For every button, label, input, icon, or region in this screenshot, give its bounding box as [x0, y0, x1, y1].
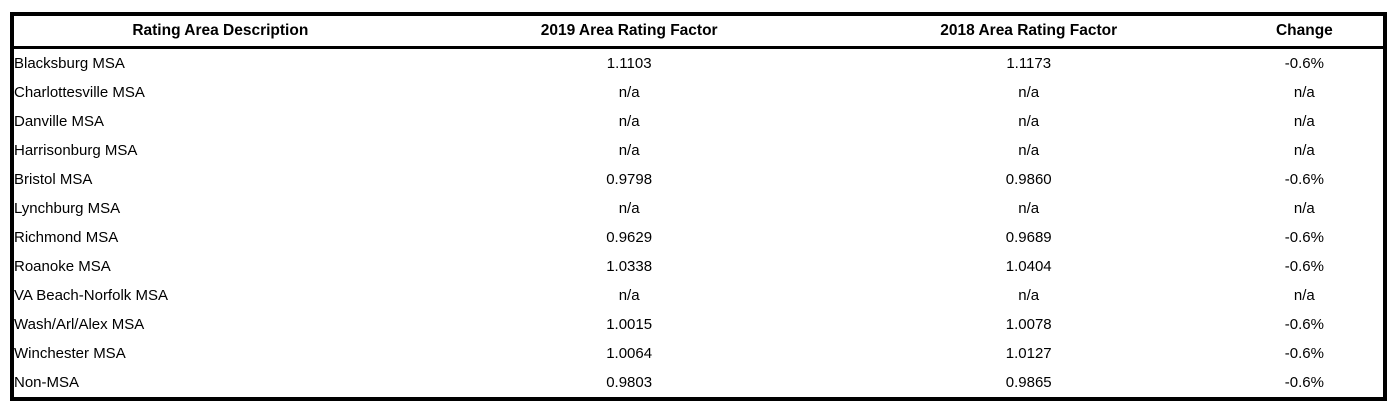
- cell-rating-area-description: Bristol MSA: [14, 171, 93, 188]
- cell-2018-area-rating-factor: n/a: [1018, 142, 1040, 159]
- table-row: Harrisonburg MSA n/a n/a n/a: [12, 136, 1385, 165]
- header-rating-area-description: Rating Area Description: [12, 14, 427, 49]
- cell-rating-area-description: Wash/Arl/Alex MSA: [14, 316, 145, 333]
- cell-change: -0.6%: [1284, 55, 1324, 72]
- cell-2019-area-rating-factor: 0.9803: [606, 374, 653, 391]
- table-row: Roanoke MSA 1.0338 1.0404 -0.6%: [12, 252, 1385, 281]
- table-row: VA Beach-Norfolk MSA n/a n/a n/a: [12, 281, 1385, 310]
- table-row: Richmond MSA 0.9629 0.9689 -0.6%: [12, 223, 1385, 252]
- cell-2019-area-rating-factor: n/a: [618, 200, 640, 217]
- table-body: Blacksburg MSA 1.1103 1.1173 -0.6% Charlotte…: [12, 48, 1385, 400]
- cell-rating-area-description: Lynchburg MSA: [14, 200, 121, 217]
- cell-2018-area-rating-factor: 0.9860: [1005, 171, 1052, 188]
- cell-change: -0.6%: [1284, 345, 1324, 362]
- area-rating-factor-table: Rating Area Description 2019 Area Rating…: [10, 12, 1387, 401]
- cell-2018-area-rating-factor: 0.9689: [1005, 229, 1052, 246]
- table-row: Bristol MSA 0.9798 0.9860 -0.6%: [12, 165, 1385, 194]
- table-row: Wash/Arl/Alex MSA 1.0015 1.0078 -0.6%: [12, 310, 1385, 339]
- cell-2018-area-rating-factor: n/a: [1018, 200, 1040, 217]
- table-row: Non-MSA 0.9803 0.9865 -0.6%: [12, 368, 1385, 399]
- cell-change: -0.6%: [1284, 171, 1324, 188]
- cell-change: n/a: [1293, 287, 1315, 304]
- page: Rating Area Description 2019 Area Rating…: [0, 12, 1397, 417]
- cell-2018-area-rating-factor: 1.0404: [1005, 258, 1052, 275]
- cell-rating-area-description: Harrisonburg MSA: [14, 142, 138, 159]
- cell-rating-area-description: Richmond MSA: [14, 229, 119, 246]
- header-2018-area-rating-factor: 2018 Area Rating Factor: [831, 14, 1226, 49]
- cell-rating-area-description: Blacksburg MSA: [14, 55, 125, 72]
- header-row: Rating Area Description 2019 Area Rating…: [12, 14, 1385, 49]
- table-row: Danville MSA n/a n/a n/a: [12, 107, 1385, 136]
- cell-2019-area-rating-factor: 0.9798: [606, 171, 653, 188]
- table-row: Winchester MSA 1.0064 1.0127 -0.6%: [12, 339, 1385, 368]
- cell-2018-area-rating-factor: n/a: [1018, 113, 1040, 130]
- cell-2019-area-rating-factor: n/a: [618, 84, 640, 101]
- cell-2019-area-rating-factor: 1.0015: [606, 316, 653, 333]
- cell-rating-area-description: Charlottesville MSA: [14, 84, 145, 101]
- cell-2019-area-rating-factor: n/a: [618, 142, 640, 159]
- cell-change: n/a: [1293, 113, 1315, 130]
- cell-2019-area-rating-factor: 1.1103: [606, 55, 652, 72]
- table-row: Charlottesville MSA n/a n/a n/a: [12, 78, 1385, 107]
- cell-change: -0.6%: [1284, 374, 1324, 391]
- cell-2019-area-rating-factor: 0.9629: [606, 229, 653, 246]
- cell-2019-area-rating-factor: 1.0338: [606, 258, 653, 275]
- cell-2018-area-rating-factor: 0.9865: [1005, 374, 1052, 391]
- cell-2018-area-rating-factor: n/a: [1018, 287, 1040, 304]
- cell-2019-area-rating-factor: 1.0064: [606, 345, 653, 362]
- cell-change: n/a: [1293, 142, 1315, 159]
- table-row: Blacksburg MSA 1.1103 1.1173 -0.6%: [12, 48, 1385, 79]
- table-row: Lynchburg MSA n/a n/a n/a: [12, 194, 1385, 223]
- header-2019-area-rating-factor: 2019 Area Rating Factor: [426, 14, 832, 49]
- cell-change: n/a: [1293, 200, 1315, 217]
- cell-change: -0.6%: [1284, 316, 1324, 333]
- cell-rating-area-description: Roanoke MSA: [14, 258, 111, 275]
- cell-2018-area-rating-factor: 1.0078: [1005, 316, 1052, 333]
- cell-2018-area-rating-factor: n/a: [1018, 84, 1040, 101]
- table-header: Rating Area Description 2019 Area Rating…: [12, 14, 1385, 49]
- header-change: Change: [1225, 14, 1385, 49]
- cell-2019-area-rating-factor: n/a: [618, 113, 640, 130]
- cell-rating-area-description: VA Beach-Norfolk MSA: [14, 287, 168, 304]
- cell-2018-area-rating-factor: 1.1173: [1006, 55, 1052, 72]
- cell-2019-area-rating-factor: n/a: [618, 287, 640, 304]
- cell-rating-area-description: Non-MSA: [14, 374, 80, 391]
- cell-rating-area-description: Danville MSA: [14, 113, 105, 130]
- cell-change: -0.6%: [1284, 229, 1324, 246]
- cell-2018-area-rating-factor: 1.0127: [1005, 345, 1052, 362]
- cell-change: n/a: [1293, 84, 1315, 101]
- cell-change: -0.6%: [1284, 258, 1324, 275]
- cell-rating-area-description: Winchester MSA: [14, 345, 126, 362]
